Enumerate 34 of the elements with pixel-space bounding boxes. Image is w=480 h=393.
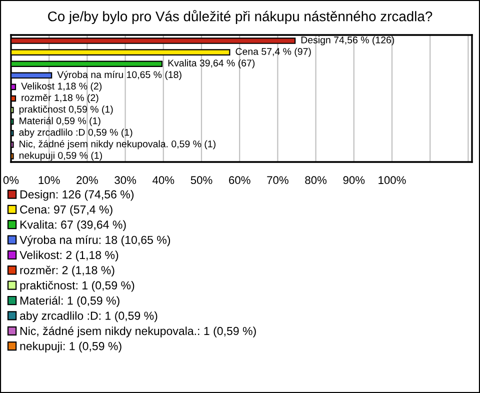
x-tick-label: 70% <box>267 176 288 184</box>
total-label: Kvalita 39,64 % (67) <box>168 59 255 68</box>
legend-label: Velikost: 2 (1,18 %) <box>20 250 118 262</box>
total-label: Velikost 1,18 % (2) <box>21 82 102 92</box>
x-tick-label: 0% <box>3 176 19 184</box>
total-label: Materiál 0,59 % (1) <box>20 117 100 126</box>
legend-label: Materiál: 1 (0,59 %) <box>20 296 120 307</box>
legend-label: nekupuji: 1 (0,59 %) <box>20 342 122 352</box>
x-tick-label: 80% <box>305 176 327 184</box>
x-tick-label: 10% <box>38 176 60 184</box>
x-tick-label: 20% <box>76 176 98 184</box>
total-label: praktičnost 0,59 % (1) <box>19 106 113 115</box>
chart-title: Co je/by bylo pro Vás důležité při nákupu nástěnného zrcadla? <box>48 10 432 24</box>
x-tick-label: 100% <box>378 176 406 184</box>
total-label: Cena 57,4 % (97) <box>236 48 311 57</box>
total-label: aby zrcadlilo :D 0,59 % (1) <box>19 128 132 138</box>
legend-label: aby zrcadlilo :D: 1 (0,59 %) <box>20 311 158 322</box>
legend-label: Design: 126 (74,56 %) <box>20 190 134 201</box>
x-tick-label: 50% <box>190 176 212 184</box>
legend-label: Cena: 97 (57,4 %) <box>20 205 112 216</box>
x-tick-label: 60% <box>229 176 250 184</box>
x-tick-label: 30% <box>114 176 136 184</box>
legend-label: praktičnost: 1 (0,59 %) <box>20 280 134 292</box>
legend-label: Kvalita: 67 (39,64 %) <box>20 220 126 231</box>
total-label: Nic, žádné jsem nikdy nekupovala. 0,59 % (1) <box>20 140 216 150</box>
total-label: Design 74,56 % (126) <box>301 36 394 46</box>
legend-label: Nic, žádné jsem nikdy nekupovala.: 1 (0,59 %) <box>20 326 256 338</box>
total-label: nekupuji 0,59 % (1) <box>19 152 102 161</box>
x-tick-label: 90% <box>343 176 365 184</box>
total-label: rozměr 1,18 % (2) <box>22 94 98 104</box>
legend-label: rozměr: 2 (1,18 %) <box>20 266 114 277</box>
total-label: Výroba na míru 10,65 % (18) <box>57 70 182 80</box>
legend-label: Výroba na míru: 18 (10,65 %) <box>20 235 170 246</box>
x-tick-label: 40% <box>152 176 174 184</box>
